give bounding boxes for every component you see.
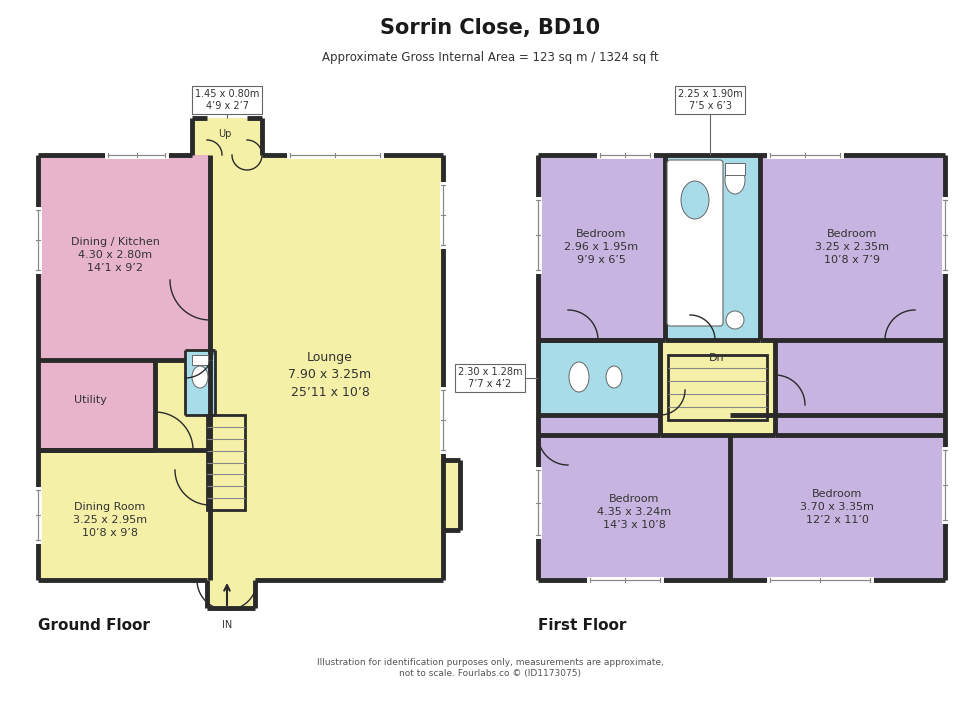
Bar — [185, 350, 215, 415]
Bar — [668, 355, 767, 420]
Bar — [38, 155, 210, 360]
Text: Dn: Dn — [710, 353, 725, 363]
Text: Bedroom
3.25 x 2.35m
10’8 x 7’9: Bedroom 3.25 x 2.35m 10’8 x 7’9 — [815, 229, 889, 265]
Bar — [538, 155, 945, 580]
Text: 1.45 x 0.80m
4’9 x 2’7: 1.45 x 0.80m 4’9 x 2’7 — [195, 89, 259, 111]
Bar — [668, 355, 767, 420]
Text: 2.30 x 1.28m
7’7 x 4’2: 2.30 x 1.28m 7’7 x 4’2 — [458, 367, 522, 389]
Ellipse shape — [192, 366, 208, 388]
Text: Bedroom
4.35 x 3.24m
14’3 x 10’8: Bedroom 4.35 x 3.24m 14’3 x 10’8 — [597, 493, 671, 530]
Ellipse shape — [725, 166, 745, 194]
Text: Up: Up — [219, 129, 231, 139]
Bar — [38, 155, 443, 580]
Ellipse shape — [681, 181, 709, 219]
Text: First Floor: First Floor — [538, 617, 626, 633]
Bar — [207, 415, 245, 510]
Text: Utility: Utility — [74, 395, 107, 405]
Ellipse shape — [606, 366, 622, 388]
Ellipse shape — [726, 311, 744, 329]
Bar — [207, 580, 255, 608]
Text: Ground Floor: Ground Floor — [38, 617, 150, 633]
Bar — [192, 118, 262, 155]
Bar — [207, 415, 245, 510]
Text: Sorrin Close, BD10: Sorrin Close, BD10 — [380, 18, 600, 38]
Bar — [725, 163, 745, 175]
Bar — [443, 460, 460, 530]
Text: Lounge
7.90 x 3.25m
25’11 x 10’8: Lounge 7.90 x 3.25m 25’11 x 10’8 — [288, 351, 371, 399]
Text: Illustration for identification purposes only, measurements are approximate,
not: Illustration for identification purposes… — [317, 658, 663, 678]
Text: Dining Room
3.25 x 2.95m
10’8 x 9’8: Dining Room 3.25 x 2.95m 10’8 x 9’8 — [73, 502, 147, 538]
Bar — [660, 340, 775, 435]
Text: Bedroom
3.70 x 3.35m
12’2 x 11’0: Bedroom 3.70 x 3.35m 12’2 x 11’0 — [800, 489, 874, 525]
Text: Approximate Gross Internal Area = 123 sq m / 1324 sq ft: Approximate Gross Internal Area = 123 sq… — [321, 52, 659, 64]
Ellipse shape — [569, 362, 589, 392]
Bar — [538, 340, 660, 415]
Bar — [665, 155, 760, 340]
Text: Dining / Kitchen
4.30 x 2.80m
14’1 x 9’2: Dining / Kitchen 4.30 x 2.80m 14’1 x 9’2 — [71, 237, 160, 273]
FancyBboxPatch shape — [667, 160, 723, 326]
Text: Bedroom
2.96 x 1.95m
9’9 x 6’5: Bedroom 2.96 x 1.95m 9’9 x 6’5 — [564, 229, 638, 265]
Text: 2.25 x 1.90m
7’5 x 6’3: 2.25 x 1.90m 7’5 x 6’3 — [678, 89, 742, 111]
Bar — [38, 360, 155, 450]
Bar — [192, 355, 208, 365]
Text: IN: IN — [221, 620, 232, 630]
